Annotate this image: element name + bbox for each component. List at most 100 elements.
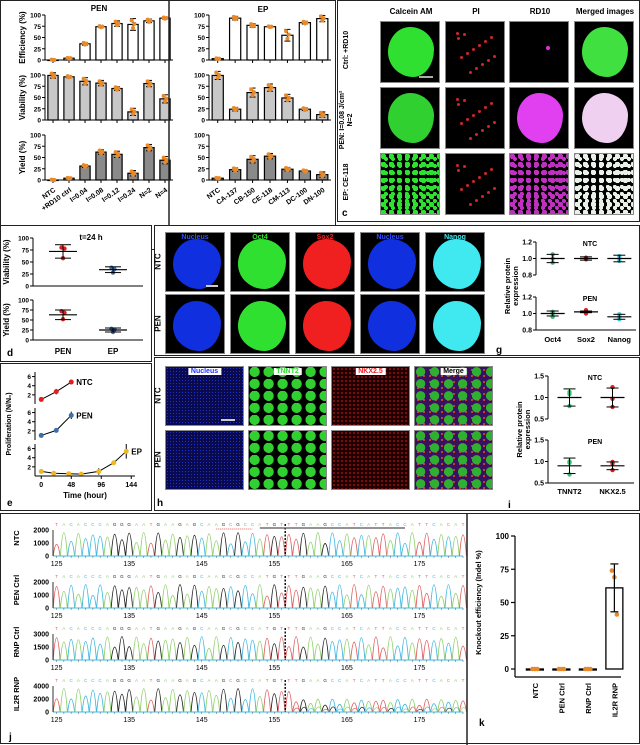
channel-tag: Sox2 — [316, 234, 334, 241]
trace-peak — [103, 592, 112, 609]
cell-dot — [478, 110, 481, 113]
trace-peak — [459, 700, 467, 713]
trace-peak — [197, 692, 206, 713]
base-letter: A — [135, 678, 138, 683]
y-tick-label: 25 — [34, 46, 42, 53]
y-tick-label: 0 — [37, 118, 41, 125]
trace-peak — [422, 592, 431, 609]
base-letter: T — [287, 522, 290, 527]
trace-peak — [234, 532, 242, 557]
base-letter: T — [287, 678, 290, 683]
base-letter: G — [120, 678, 124, 683]
cell-dot — [475, 133, 478, 136]
base-letter: C — [91, 678, 95, 683]
trace-peak — [335, 584, 344, 609]
base-letter: C — [396, 522, 400, 527]
base-letter: A — [171, 574, 174, 579]
trace-peak — [96, 692, 105, 713]
base-letter: C — [447, 678, 451, 683]
trace-peak — [415, 585, 424, 609]
microscopy-image — [380, 153, 440, 215]
base-letter: C — [432, 522, 436, 527]
trace-peak — [379, 699, 388, 713]
base-letter: C — [229, 626, 233, 631]
base-letter: A — [389, 678, 392, 683]
bar — [143, 147, 155, 181]
trace-peak — [263, 534, 272, 557]
data-point — [614, 612, 620, 617]
base-letter: A — [106, 522, 109, 527]
track-label: PEN Ctrl — [12, 575, 21, 605]
base-letter: A — [164, 626, 167, 631]
trace-peak — [321, 637, 330, 661]
base-letter: A — [367, 678, 370, 683]
cell-dot — [478, 44, 481, 47]
trace-peak — [81, 584, 90, 609]
base-letter: A — [77, 522, 80, 527]
base-letter: G — [323, 626, 327, 631]
trace-peak — [270, 536, 279, 557]
data-point — [251, 90, 256, 95]
cell-dot — [487, 59, 490, 62]
base-letter: A — [316, 678, 319, 683]
trace-peak — [96, 584, 105, 609]
base-letter: C — [403, 678, 407, 683]
base-letter: C — [360, 522, 364, 527]
cell-dot — [463, 33, 466, 36]
base-letter: C — [200, 626, 204, 631]
x-tick-label: 145 — [196, 561, 208, 568]
trace-peak — [270, 693, 279, 713]
base-letter: C — [91, 574, 95, 579]
scale-bar — [221, 419, 235, 421]
data-point — [148, 81, 153, 86]
base-letter: C — [447, 522, 451, 527]
data-point — [52, 73, 57, 78]
trace-peak — [400, 586, 409, 609]
base-letter: T — [55, 626, 58, 631]
trace-peak — [299, 699, 308, 713]
base-letter: A — [258, 678, 261, 683]
cell-dot — [481, 195, 484, 198]
base-letter: T — [150, 522, 153, 527]
y-tick-label: 0 — [45, 710, 49, 717]
data-point — [84, 163, 89, 168]
trace-peak — [241, 541, 250, 557]
y-tick-label: 50 — [198, 35, 206, 42]
microscopy-image — [574, 153, 634, 215]
bar — [47, 74, 59, 121]
base-letter: C — [338, 678, 342, 683]
base-letter: A — [208, 522, 211, 527]
base-letter: G — [302, 522, 306, 527]
data-point — [68, 176, 73, 181]
y-tick-label: 75 — [34, 84, 42, 91]
bar — [211, 74, 224, 121]
y-tick-label: 2 — [27, 464, 31, 471]
trace-peak-secondary — [314, 706, 323, 713]
y-tick-label: 2000 — [33, 697, 49, 704]
y-tick-label: 75 — [198, 84, 206, 91]
base-letter: G — [127, 574, 131, 579]
base-letter: T — [425, 626, 428, 631]
scale-bar — [206, 285, 218, 287]
y-tick-label: 75 — [22, 308, 30, 315]
base-letter: A — [135, 522, 138, 527]
y-axis-label: Viability (%) — [18, 75, 27, 121]
stem-cell-colony — [238, 301, 286, 351]
trace-peak — [379, 647, 388, 661]
microscopy-image — [165, 430, 244, 490]
base-letter: C — [251, 626, 255, 631]
base-letter: A — [411, 626, 414, 631]
base-letter: A — [215, 574, 218, 579]
x-tick-label: 155 — [268, 561, 280, 568]
trace-peak — [270, 584, 279, 609]
x-tick-label: 165 — [341, 561, 353, 568]
y-axis-label: Relative protein — [515, 401, 524, 458]
bar — [263, 26, 277, 61]
base-letter: A — [215, 522, 218, 527]
trace-peak — [321, 585, 330, 609]
column-header: RD10 — [529, 7, 551, 16]
trace-peak — [147, 637, 155, 661]
base-letter: T — [150, 678, 153, 683]
chart-title-b: EP — [258, 5, 269, 14]
bar — [316, 18, 329, 61]
